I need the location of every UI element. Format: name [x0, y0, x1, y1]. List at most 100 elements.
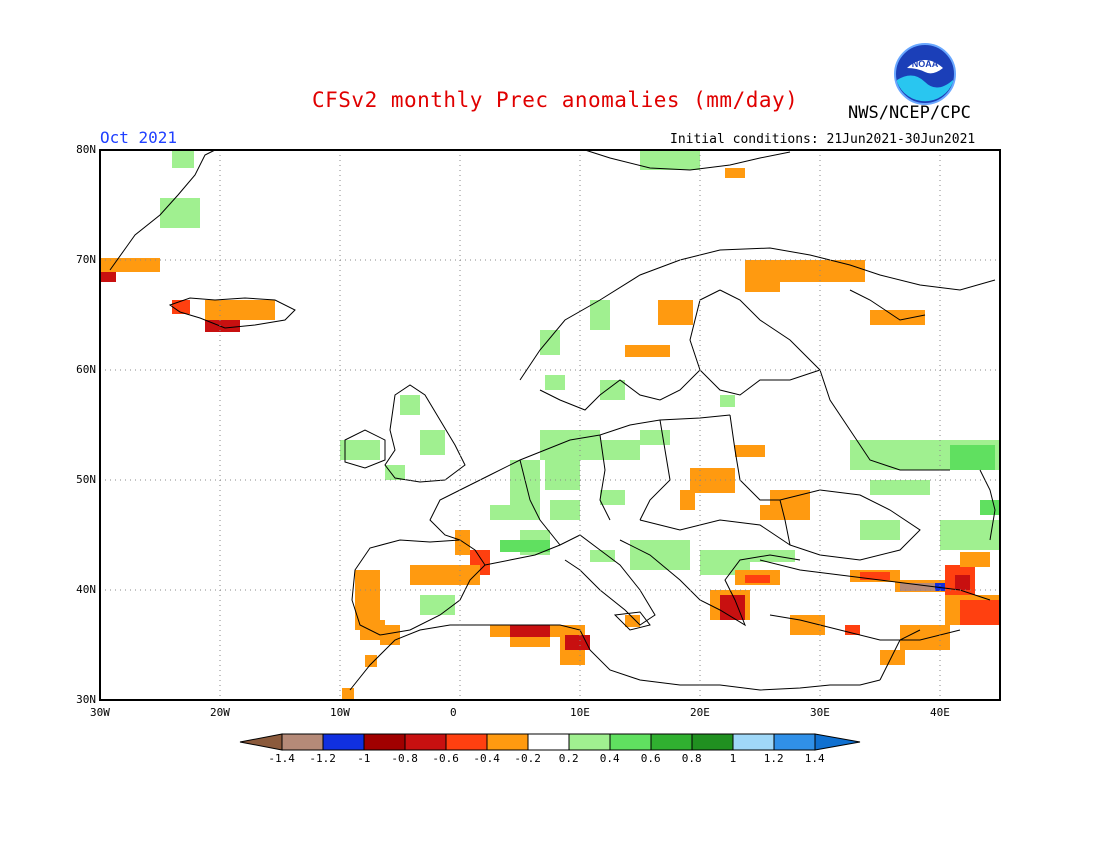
colorbar-swatch — [691, 733, 734, 751]
anomaly-cell — [545, 375, 565, 390]
lon-label: 10W — [330, 706, 350, 719]
anomaly-cell — [870, 480, 930, 495]
anomaly-cell — [870, 310, 925, 325]
anomaly-cell — [725, 168, 745, 178]
colorbar-label: 0.4 — [599, 752, 620, 765]
colorbar-label: 0.2 — [558, 752, 579, 765]
colorbar-label: -1 — [357, 752, 371, 765]
colorbar-arrow-left — [239, 733, 283, 751]
anomaly-cell — [340, 440, 380, 460]
lon-label: 20E — [690, 706, 710, 719]
anomaly-cell — [630, 540, 690, 570]
colorbar-label: -0.4 — [473, 752, 500, 765]
anomaly-cell — [600, 490, 625, 505]
anomaly-cell — [690, 468, 735, 493]
anomaly-cell — [900, 583, 935, 591]
chart-title: CFSv2 monthly Prec anomalies (mm/day) — [312, 88, 799, 112]
colorbar-label: -1.4 — [268, 752, 295, 765]
colorbar-swatch — [732, 733, 775, 751]
lat-label: 80N — [76, 143, 96, 156]
anomaly-cell — [845, 625, 860, 635]
anomaly-cell — [625, 345, 670, 357]
anomaly-cell — [625, 615, 640, 627]
anomaly-cell — [935, 583, 947, 591]
colorbar-arrow-right — [814, 733, 861, 751]
anomaly-cell — [490, 505, 510, 520]
lon-label: 20W — [210, 706, 230, 719]
anomaly-cell — [680, 490, 695, 510]
lon-label: 30E — [810, 706, 830, 719]
anomaly-cell — [172, 300, 190, 314]
colorbar-label: -1.2 — [309, 752, 336, 765]
colorbar-label: 0.8 — [681, 752, 702, 765]
organization-label: NWS/NCEP/CPC — [848, 103, 971, 123]
anomaly-cell — [960, 600, 1000, 625]
initial-conditions: Initial conditions: 21Jun2021-30Jun2021 — [670, 132, 976, 147]
anomaly-cell — [550, 500, 580, 520]
valid-month: Oct 2021 — [100, 128, 178, 147]
lon-label: 30W — [90, 706, 110, 719]
anomaly-cell — [860, 520, 900, 540]
colorbar-label: 1 — [729, 752, 737, 765]
anomaly-cell — [360, 620, 385, 640]
anomaly-cell — [540, 430, 600, 460]
anomaly-cell — [365, 655, 377, 667]
colorbar-label: 1.2 — [763, 752, 784, 765]
anomaly-cell — [960, 552, 990, 567]
anomaly-cell — [455, 530, 470, 555]
lon-label: 0 — [450, 706, 457, 719]
anomaly-cell — [510, 637, 550, 647]
lon-label: 10E — [570, 706, 590, 719]
lat-label: 40N — [76, 583, 96, 596]
anomaly-cell — [760, 505, 785, 520]
anomaly-cell — [590, 300, 610, 330]
colorbar-label: 0.6 — [640, 752, 661, 765]
anomaly-cell — [735, 445, 765, 457]
anomaly-cell — [100, 258, 160, 272]
anomaly-cell — [420, 430, 445, 455]
colorbar-swatch — [486, 733, 529, 751]
anomaly-cell — [565, 635, 590, 650]
anomaly-cell — [900, 625, 950, 650]
map-frame — [99, 149, 1001, 701]
anomaly-cell — [590, 550, 615, 562]
colorbar-swatch — [363, 733, 406, 751]
anomaly-cells — [100, 150, 1000, 700]
colorbar-swatch — [527, 733, 570, 751]
anomaly-cell — [940, 520, 1000, 550]
anomaly-cell — [955, 575, 970, 590]
anomaly-cell — [100, 272, 116, 282]
colorbar-label: -0.2 — [514, 752, 541, 765]
anomaly-cell — [545, 460, 580, 490]
anomaly-cell — [160, 198, 200, 228]
anomaly-cell — [205, 300, 275, 320]
anomaly-cell — [385, 465, 405, 480]
anomaly-cell — [640, 150, 700, 170]
anomaly-cell — [880, 650, 905, 665]
anomaly-cell — [745, 260, 865, 282]
lat-label: 70N — [76, 253, 96, 266]
anomaly-cell — [600, 440, 640, 460]
colorbar-label: 1.4 — [804, 752, 825, 765]
anomaly-cell — [400, 395, 420, 415]
colorbar-swatch — [322, 733, 365, 751]
anomaly-cell — [745, 282, 780, 292]
graticule — [100, 150, 1000, 700]
colorbar-swatch — [568, 733, 611, 751]
colorbar-swatch — [609, 733, 652, 751]
anomaly-cell — [500, 540, 550, 552]
anomaly-cell — [720, 395, 735, 407]
anomaly-cell — [745, 575, 770, 583]
lat-label: 30N — [76, 693, 96, 706]
colorbar-swatch — [650, 733, 693, 751]
anomaly-cell — [658, 300, 693, 325]
anomaly-cell — [600, 380, 625, 400]
lat-label: 60N — [76, 363, 96, 376]
noaa-logo: NOAA — [894, 43, 956, 105]
colorbar-label: -0.6 — [432, 752, 459, 765]
anomaly-cell — [342, 688, 354, 700]
anomaly-cell — [860, 572, 890, 580]
anomaly-cell — [410, 565, 480, 585]
